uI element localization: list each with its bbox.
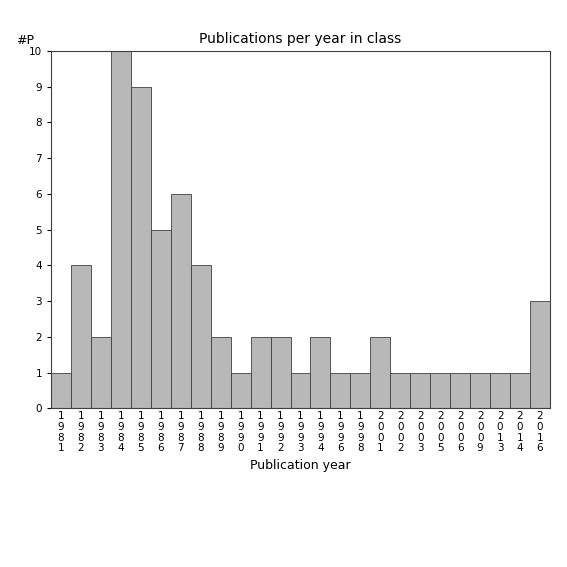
Bar: [51, 373, 71, 408]
Text: #P: #P: [16, 35, 34, 48]
Bar: [331, 373, 350, 408]
Bar: [290, 373, 311, 408]
Bar: [530, 301, 550, 408]
Bar: [151, 230, 171, 408]
Bar: [350, 373, 370, 408]
Bar: [411, 373, 430, 408]
Bar: [370, 337, 390, 408]
Bar: [131, 87, 151, 408]
Bar: [251, 337, 270, 408]
Bar: [211, 337, 231, 408]
Bar: [91, 337, 111, 408]
Bar: [470, 373, 490, 408]
Bar: [490, 373, 510, 408]
Bar: [430, 373, 450, 408]
Bar: [390, 373, 411, 408]
Bar: [510, 373, 530, 408]
Bar: [311, 337, 331, 408]
Bar: [71, 265, 91, 408]
Bar: [450, 373, 470, 408]
Bar: [231, 373, 251, 408]
Bar: [111, 51, 131, 408]
Bar: [171, 194, 191, 408]
Bar: [191, 265, 211, 408]
Bar: [270, 337, 290, 408]
Title: Publications per year in class: Publications per year in class: [200, 32, 401, 46]
X-axis label: Publication year: Publication year: [250, 459, 351, 472]
